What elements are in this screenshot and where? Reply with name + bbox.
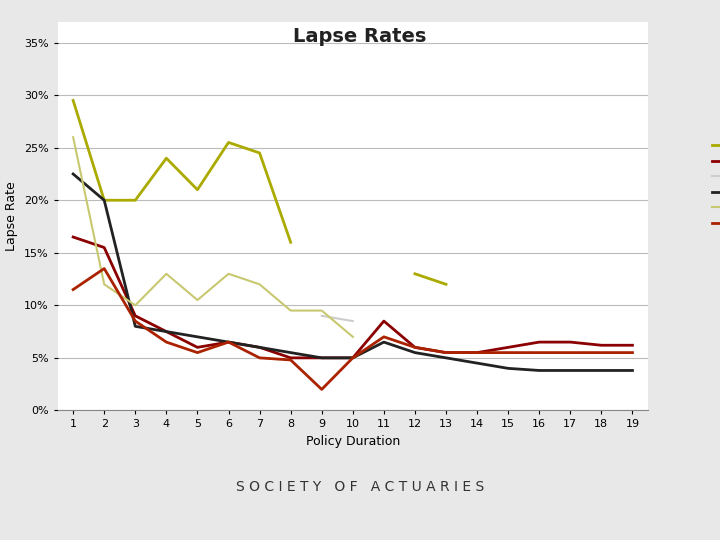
Vietnam bbox=[256, 355, 264, 361]
Line: Philippines: Philippines bbox=[73, 174, 632, 370]
Poland bbox=[131, 302, 140, 308]
Vietnam bbox=[69, 286, 78, 293]
Legend: Argentina, Caribbean, Estonia, Philippines, Poland, Vietnam: Argentina, Caribbean, Estonia, Philippin… bbox=[708, 137, 720, 233]
Caribbean bbox=[256, 344, 264, 350]
Text: S O C I E T Y   O F   A C T U A R I E S: S O C I E T Y O F A C T U A R I E S bbox=[236, 480, 484, 494]
Caribbean bbox=[100, 244, 109, 251]
Line: Caribbean: Caribbean bbox=[73, 237, 632, 358]
Philippines bbox=[410, 349, 419, 356]
Argentina bbox=[69, 97, 78, 104]
Estonia bbox=[348, 318, 357, 325]
Line: Poland: Poland bbox=[73, 137, 353, 337]
Philippines bbox=[535, 367, 544, 374]
Vietnam bbox=[131, 318, 140, 325]
Caribbean bbox=[597, 342, 606, 348]
Caribbean bbox=[193, 344, 202, 350]
Poland bbox=[256, 281, 264, 287]
Poland bbox=[193, 297, 202, 303]
Caribbean bbox=[441, 349, 450, 356]
Caribbean bbox=[162, 328, 171, 335]
Philippines bbox=[597, 367, 606, 374]
Vietnam bbox=[287, 357, 295, 363]
Vietnam bbox=[441, 349, 450, 356]
Vietnam bbox=[535, 349, 544, 356]
Caribbean bbox=[224, 339, 233, 346]
Vietnam bbox=[318, 386, 326, 393]
Philippines bbox=[441, 355, 450, 361]
Vietnam bbox=[193, 349, 202, 356]
Philippines bbox=[348, 355, 357, 361]
X-axis label: Policy Duration: Policy Duration bbox=[306, 435, 400, 448]
Caribbean bbox=[628, 342, 636, 348]
Philippines bbox=[318, 355, 326, 361]
Philippines bbox=[256, 344, 264, 350]
Vietnam bbox=[566, 349, 575, 356]
Vietnam bbox=[628, 349, 636, 356]
Poland bbox=[287, 307, 295, 314]
Argentina bbox=[193, 186, 202, 193]
Philippines bbox=[131, 323, 140, 329]
Caribbean bbox=[473, 349, 482, 356]
Line: Argentina: Argentina bbox=[73, 100, 291, 242]
Philippines bbox=[193, 334, 202, 340]
Caribbean bbox=[318, 355, 326, 361]
Caribbean bbox=[410, 344, 419, 350]
Philippines bbox=[162, 328, 171, 335]
Philippines bbox=[287, 349, 295, 356]
Poland bbox=[162, 271, 171, 277]
Line: Vietnam: Vietnam bbox=[73, 268, 632, 389]
Caribbean bbox=[287, 355, 295, 361]
Philippines bbox=[473, 360, 482, 366]
Caribbean bbox=[535, 339, 544, 346]
Philippines bbox=[224, 339, 233, 346]
Vietnam bbox=[410, 344, 419, 350]
Text: Lapse Rates: Lapse Rates bbox=[293, 27, 427, 46]
Vietnam bbox=[348, 355, 357, 361]
Poland bbox=[69, 134, 78, 140]
Argentina bbox=[131, 197, 140, 204]
Caribbean bbox=[348, 355, 357, 361]
Philippines bbox=[379, 339, 388, 346]
Vietnam bbox=[597, 349, 606, 356]
Vietnam bbox=[224, 339, 233, 346]
Philippines bbox=[628, 367, 636, 374]
Poland bbox=[318, 307, 326, 314]
Vietnam bbox=[473, 349, 482, 356]
Poland bbox=[100, 281, 109, 287]
Caribbean bbox=[379, 318, 388, 325]
Philippines bbox=[100, 197, 109, 204]
Caribbean bbox=[69, 234, 78, 240]
Philippines bbox=[566, 367, 575, 374]
Argentina bbox=[256, 150, 264, 156]
Vietnam bbox=[162, 339, 171, 346]
Philippines bbox=[504, 365, 513, 372]
Poland bbox=[348, 334, 357, 340]
Caribbean bbox=[504, 344, 513, 350]
Argentina bbox=[100, 197, 109, 204]
Philippines bbox=[69, 171, 78, 177]
Caribbean bbox=[131, 313, 140, 319]
Poland bbox=[224, 271, 233, 277]
Argentina bbox=[287, 239, 295, 246]
Y-axis label: Lapse Rate: Lapse Rate bbox=[5, 181, 18, 251]
Line: Estonia: Estonia bbox=[322, 316, 353, 321]
Vietnam bbox=[504, 349, 513, 356]
Vietnam bbox=[100, 265, 109, 272]
Argentina bbox=[224, 139, 233, 146]
Argentina bbox=[162, 155, 171, 161]
Vietnam bbox=[379, 334, 388, 340]
Estonia bbox=[318, 313, 326, 319]
Caribbean bbox=[566, 339, 575, 346]
